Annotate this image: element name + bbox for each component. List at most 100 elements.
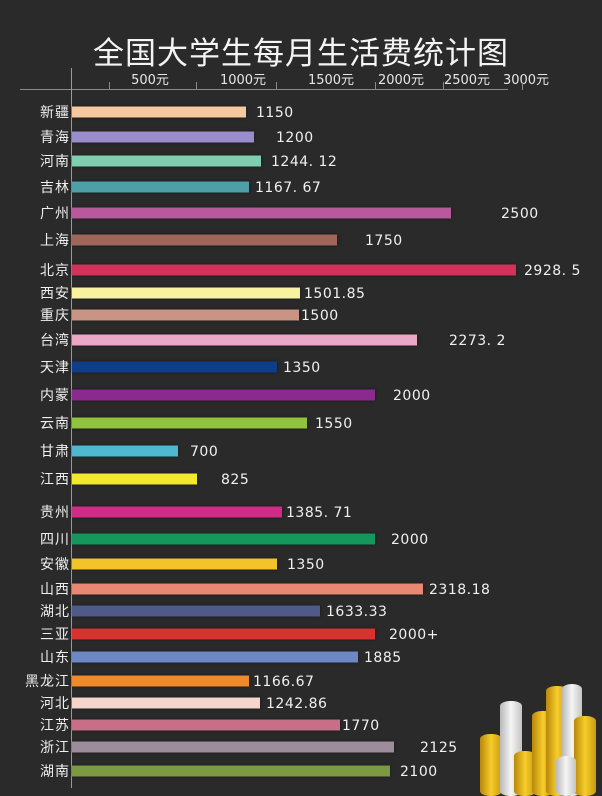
x-axis-line xyxy=(20,89,508,90)
category-label: 贵州 xyxy=(40,505,70,521)
bar xyxy=(72,533,375,545)
value-label: 2125 xyxy=(420,740,458,756)
value-label: 2000+ xyxy=(389,627,439,643)
bar xyxy=(72,417,307,429)
chart-title: 全国大学生每月生活费统计图 xyxy=(93,36,509,72)
bar xyxy=(72,309,299,321)
x-tick-mark xyxy=(375,82,376,90)
category-label: 三亚 xyxy=(40,627,70,643)
coin-stack-icon xyxy=(514,751,536,796)
category-label: 安徽 xyxy=(40,557,70,573)
bar xyxy=(72,334,417,346)
x-tick-label: 2500元 xyxy=(443,73,491,88)
bar xyxy=(72,719,340,731)
bar xyxy=(72,287,300,299)
bar xyxy=(72,605,320,617)
value-label: 1350 xyxy=(287,557,325,573)
bar xyxy=(72,445,178,457)
value-label: 2000 xyxy=(393,388,431,404)
value-label: 1750 xyxy=(365,233,403,249)
x-tick-label: 3000元 xyxy=(502,73,550,88)
y-axis-line xyxy=(71,68,72,788)
category-label: 浙江 xyxy=(40,740,70,756)
value-label: 2000 xyxy=(391,532,429,548)
bar xyxy=(72,131,254,143)
category-label: 甘肃 xyxy=(40,444,70,460)
x-tick-mark xyxy=(196,82,197,90)
coin-stack-icon xyxy=(480,734,502,796)
bar xyxy=(72,155,261,167)
x-tick-label: 1500元 xyxy=(307,73,355,88)
value-label: 825 xyxy=(221,472,250,488)
category-label: 吉林 xyxy=(40,180,70,196)
x-tick-mark xyxy=(522,82,523,90)
category-label: 青海 xyxy=(40,130,70,146)
category-label: 河南 xyxy=(40,154,70,170)
value-label: 1770 xyxy=(342,718,380,734)
value-label: 1200 xyxy=(276,130,314,146)
x-tick-mark xyxy=(109,82,110,90)
value-label: 2100 xyxy=(400,764,438,780)
value-label: 1167. 67 xyxy=(255,180,322,196)
value-label: 2318.18 xyxy=(429,582,491,598)
category-label: 山东 xyxy=(40,650,70,666)
bar xyxy=(72,765,390,777)
bar xyxy=(72,506,282,518)
bar xyxy=(72,583,423,595)
value-label: 2500 xyxy=(501,206,539,222)
category-label: 西安 xyxy=(40,286,70,302)
category-label: 江苏 xyxy=(40,718,70,734)
value-label: 2928. 5 xyxy=(524,263,581,279)
category-label: 台湾 xyxy=(40,333,70,349)
bar xyxy=(72,181,249,193)
coin-stack-icon xyxy=(574,716,596,796)
category-label: 四川 xyxy=(40,532,70,548)
x-tick-mark xyxy=(443,82,444,90)
category-label: 山西 xyxy=(40,582,70,598)
x-tick-label: 2000元 xyxy=(377,73,425,88)
value-label: 1350 xyxy=(283,360,321,376)
value-label: 1150 xyxy=(256,105,294,121)
bar xyxy=(72,697,260,709)
value-label: 1244. 12 xyxy=(271,154,338,170)
bar xyxy=(72,106,246,118)
value-label: 2273. 2 xyxy=(449,333,506,349)
value-label: 1501.85 xyxy=(304,286,366,302)
value-label: 1550 xyxy=(315,416,353,432)
coin-stack-icon xyxy=(556,756,576,796)
category-label: 天津 xyxy=(40,360,70,376)
bar xyxy=(72,264,516,276)
bar xyxy=(72,628,375,640)
category-label: 河北 xyxy=(40,696,70,712)
bar xyxy=(72,558,277,570)
category-label: 重庆 xyxy=(40,308,70,324)
bar xyxy=(72,473,197,485)
value-label: 1242.86 xyxy=(266,696,328,712)
category-label: 黑龙江 xyxy=(25,674,70,690)
gold-coins-illustration xyxy=(474,683,602,796)
bar xyxy=(72,675,249,687)
bar xyxy=(72,207,451,219)
value-label: 1885 xyxy=(364,650,402,666)
bar xyxy=(72,741,394,753)
value-label: 1166.67 xyxy=(253,674,315,690)
x-tick-label: 500元 xyxy=(131,73,169,88)
category-label: 湖北 xyxy=(40,604,70,620)
category-label: 江西 xyxy=(40,472,70,488)
category-label: 湖南 xyxy=(40,764,70,780)
x-tick-mark xyxy=(276,82,277,90)
category-label: 云南 xyxy=(40,416,70,432)
category-label: 北京 xyxy=(40,263,70,279)
value-label: 1385. 71 xyxy=(286,505,353,521)
bar xyxy=(72,361,277,373)
bar xyxy=(72,389,375,401)
bar xyxy=(72,651,358,663)
value-label: 1500 xyxy=(301,308,339,324)
category-label: 广州 xyxy=(40,206,70,222)
category-label: 上海 xyxy=(40,233,70,249)
bar xyxy=(72,234,337,246)
value-label: 700 xyxy=(190,444,219,460)
value-label: 1633.33 xyxy=(326,604,388,620)
x-tick-label: 1000元 xyxy=(219,73,267,88)
